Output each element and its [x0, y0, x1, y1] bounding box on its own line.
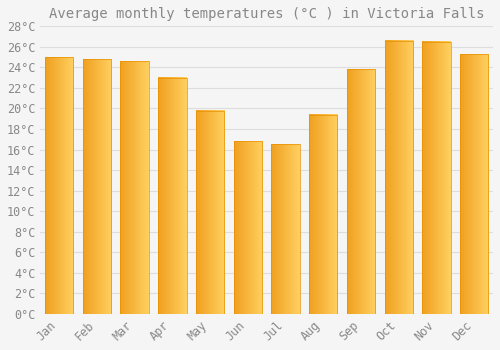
Bar	[422, 42, 450, 314]
Title: Average monthly temperatures (°C ) in Victoria Falls: Average monthly temperatures (°C ) in Vi…	[49, 7, 484, 21]
Bar	[45, 57, 74, 314]
Bar	[83, 59, 111, 314]
Bar	[196, 111, 224, 314]
Bar	[120, 61, 149, 314]
Bar	[460, 54, 488, 314]
Bar	[384, 41, 413, 314]
Bar	[234, 141, 262, 314]
Bar	[158, 78, 186, 314]
Bar	[309, 114, 338, 314]
Bar	[347, 69, 375, 314]
Bar	[272, 145, 299, 314]
